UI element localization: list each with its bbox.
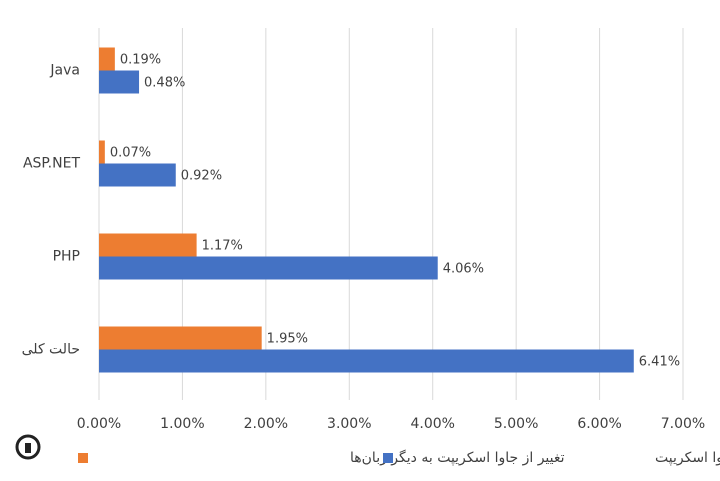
x-tick-label: 5.00% bbox=[494, 416, 538, 432]
x-tick-label: 4.00% bbox=[410, 416, 454, 432]
value-label: 4.06% bbox=[443, 262, 484, 277]
value-label: 0.92% bbox=[181, 169, 222, 184]
bar bbox=[99, 163, 176, 187]
value-label: 0.19% bbox=[120, 53, 161, 68]
legend-label: تغییر از جاوا اسکریپت به دیگر زبان‌ها bbox=[350, 449, 565, 466]
x-tick-label: 2.00% bbox=[244, 416, 288, 432]
x-tick-label: 6.00% bbox=[577, 416, 621, 432]
value-label: 0.48% bbox=[144, 76, 185, 91]
x-tick-label: 0.00% bbox=[77, 416, 121, 432]
value-label: 0.07% bbox=[110, 146, 151, 161]
y-tick-label: PHP bbox=[53, 249, 80, 265]
logo bbox=[15, 434, 41, 460]
bar bbox=[99, 326, 262, 350]
y-tick-label: Java bbox=[49, 63, 80, 79]
legend-swatch bbox=[383, 453, 393, 463]
y-tick-label: حالت کلی bbox=[22, 342, 80, 358]
value-label: 1.17% bbox=[202, 239, 243, 254]
value-label: 6.41% bbox=[639, 355, 680, 370]
y-tick-label: ASP.NET bbox=[23, 156, 80, 172]
x-tick-label: 1.00% bbox=[160, 416, 204, 432]
bar bbox=[99, 140, 105, 164]
bar bbox=[99, 70, 140, 94]
x-tick-label: 3.00% bbox=[327, 416, 371, 432]
value-label: 1.95% bbox=[267, 332, 308, 347]
x-tick-label: 7.00% bbox=[661, 416, 705, 432]
bar bbox=[99, 233, 197, 257]
legend-swatch bbox=[78, 453, 88, 463]
legend-label: تغییر از دیگر زبان‌ها به جاوا اسکریپت bbox=[655, 449, 720, 466]
bar bbox=[99, 349, 634, 373]
bar bbox=[99, 256, 438, 280]
bar bbox=[99, 47, 115, 71]
